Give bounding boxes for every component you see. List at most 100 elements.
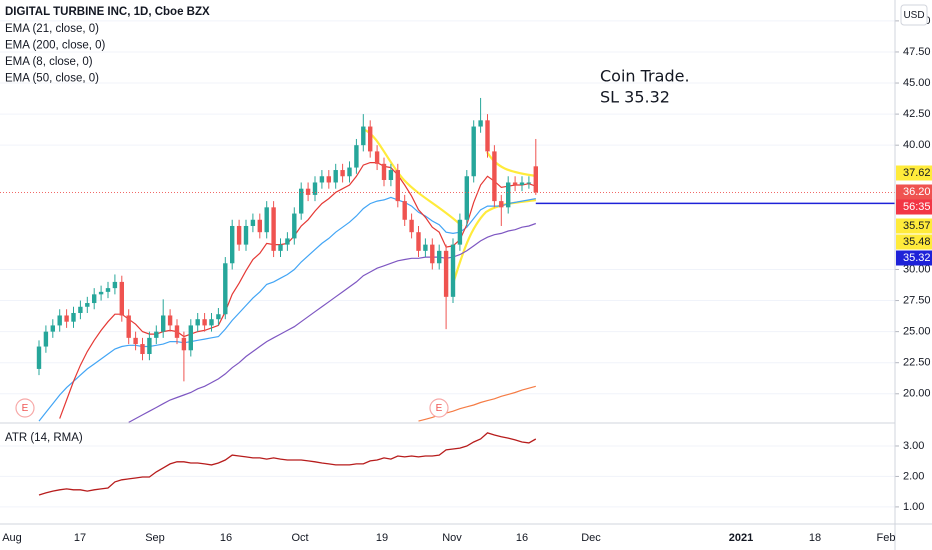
price-label: 37.62: [903, 167, 931, 179]
candle-body: [36, 346, 42, 369]
x-tick-label: Sep: [145, 532, 165, 544]
candle-body: [374, 151, 380, 164]
legend-entry: EMA (21, close, 0): [5, 23, 99, 35]
candle-body: [133, 337, 138, 345]
candle-body: [174, 325, 180, 338]
indicator-line: [59, 162, 537, 419]
candle-body: [216, 314, 221, 320]
x-tick-label: 18: [809, 532, 821, 544]
candle-body: [402, 201, 407, 220]
candle-body: [78, 306, 83, 313]
candle-body: [105, 288, 111, 292]
candle-body: [271, 207, 276, 251]
earnings-marker: [429, 398, 449, 418]
candle-body: [437, 250, 442, 264]
candle-body: [526, 182, 532, 184]
candle-body: [243, 225, 249, 245]
candle-body: [485, 120, 490, 152]
price-label: 36.20: [903, 186, 931, 198]
y-tick-label: 47.50: [903, 46, 931, 58]
candle-body: [319, 176, 325, 183]
candle-body: [312, 182, 318, 195]
candle-body: [533, 166, 538, 193]
y-tick-label: 40.00: [903, 139, 931, 151]
candle-body: [223, 263, 228, 315]
y-tick-label: 42.50: [903, 108, 931, 120]
candle-body: [264, 207, 269, 233]
candle-body: [464, 176, 469, 220]
x-tick-label: Oct: [291, 532, 308, 544]
x-tick-label: 19: [376, 532, 388, 544]
legend-entry: EMA (200, close, 0): [5, 40, 106, 52]
candle-body: [98, 291, 104, 295]
candle-body: [354, 145, 359, 168]
candle-body: [395, 170, 400, 202]
candle-body: [492, 151, 497, 202]
labels: 20.00 22.50 25.00 27.50 30.00 40.00 42.50 45.00…: [2, 15, 932, 544]
y-tick-label: 20.00: [903, 388, 931, 400]
price-label: 35.32: [903, 252, 931, 264]
trend-drawing: [364, 129, 463, 227]
candle-body: [333, 170, 338, 183]
x-tick-label: 2021: [729, 532, 753, 544]
candle-body: [195, 319, 200, 326]
candle-body: [64, 315, 69, 322]
x-tick-label: Feb: [877, 532, 896, 544]
candle-body: [236, 225, 242, 245]
y-tick-label: 25.00: [903, 326, 931, 338]
candle-body: [519, 182, 525, 185]
earnings-label: E: [436, 403, 443, 414]
candle-body: [119, 281, 124, 316]
candle-body: [140, 344, 145, 355]
legend-entry: EMA (50, close, 0): [5, 73, 99, 85]
candle-body: [388, 170, 394, 180]
candle-body: [416, 232, 421, 251]
candle-body: [250, 219, 256, 226]
y-tick-label: 3.00: [903, 440, 924, 452]
candle-body: [457, 219, 463, 245]
candle-body: [188, 325, 193, 351]
candle-body: [154, 331, 159, 338]
candle-body: [506, 182, 511, 208]
candle-body: [478, 120, 483, 127]
candle-body: [167, 315, 173, 326]
price-label-box: [896, 218, 932, 234]
candle-body: [71, 312, 76, 322]
earnings-label: E: [22, 403, 29, 414]
candle-body: [512, 182, 518, 185]
candle-body: [347, 167, 352, 177]
indicator-line: [38, 196, 536, 422]
x-tick-label: 17: [74, 532, 86, 544]
candle-body: [305, 188, 311, 195]
currency[interactable]: USD: [903, 10, 924, 21]
candle-body: [161, 315, 166, 332]
marks: [0, 97, 895, 496]
candle-body: [85, 303, 90, 307]
y-tick-label: 22.50: [903, 357, 931, 369]
price-label: 35.57: [903, 220, 931, 232]
indicator-title: ATR (14, RMA): [5, 432, 83, 444]
price-label-box: [896, 250, 932, 266]
candle-body: [112, 281, 118, 289]
candle-body: [57, 315, 62, 326]
x-tick-label: Dec: [581, 532, 601, 544]
currency-box[interactable]: [900, 4, 928, 26]
candle-body: [361, 126, 366, 146]
x-tick-label: 16: [516, 532, 528, 544]
candle-body: [230, 225, 235, 264]
candle-body: [381, 163, 387, 180]
price-label: 35.48: [903, 236, 931, 248]
candle-body: [423, 244, 428, 251]
x-tick-label: 16: [220, 532, 232, 544]
candle-body: [299, 188, 304, 214]
candle-body: [471, 126, 476, 177]
candle-body: [50, 325, 55, 332]
y-tick-label: 30.00: [903, 263, 931, 275]
candle-body: [43, 331, 49, 347]
y-tick-label: 2.00: [903, 470, 924, 482]
candle-body: [326, 176, 331, 183]
price-label-box: [896, 234, 932, 250]
candle-body: [278, 244, 283, 251]
